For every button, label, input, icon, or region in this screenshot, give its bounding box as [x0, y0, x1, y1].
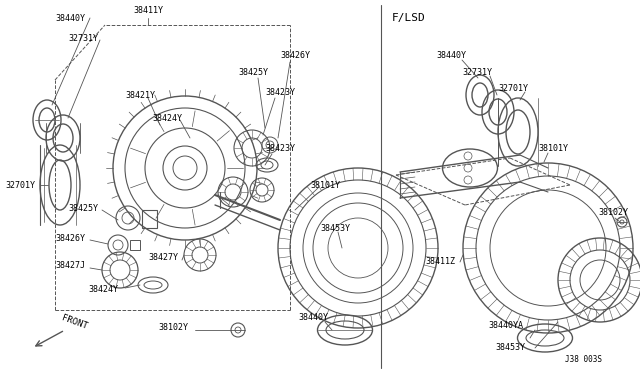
Text: 38423Y: 38423Y	[265, 87, 295, 96]
Text: 38424Y: 38424Y	[152, 113, 182, 122]
Text: 38102Y: 38102Y	[158, 324, 188, 333]
Text: 38101Y: 38101Y	[538, 144, 568, 153]
Text: 38411Y: 38411Y	[133, 6, 163, 15]
Bar	[142, 210, 157, 228]
Text: 32731Y: 32731Y	[68, 33, 98, 42]
Text: 38453Y: 38453Y	[320, 224, 350, 232]
Text: 38411Z: 38411Z	[425, 257, 455, 266]
Text: 38424Y: 38424Y	[88, 285, 118, 295]
Text: 38423Y: 38423Y	[265, 144, 295, 153]
Text: 38440YA: 38440YA	[488, 321, 523, 330]
Text: J38 003S: J38 003S	[565, 356, 602, 365]
Text: 38453Y: 38453Y	[495, 343, 525, 353]
Text: 38427Y: 38427Y	[148, 253, 178, 263]
Text: 32701Y: 32701Y	[498, 83, 528, 93]
Bar	[130, 240, 140, 250]
Text: 38425Y: 38425Y	[238, 67, 268, 77]
Text: 38426Y: 38426Y	[280, 51, 310, 60]
Text: 38440Y: 38440Y	[55, 13, 85, 22]
Text: 32701Y: 32701Y	[5, 180, 35, 189]
Text: FRONT: FRONT	[60, 313, 88, 331]
Text: 32731Y: 32731Y	[462, 67, 492, 77]
Text: 38440Y: 38440Y	[298, 314, 328, 323]
Text: 38427J: 38427J	[55, 260, 85, 269]
Text: 38102Y: 38102Y	[598, 208, 628, 217]
Text: F/LSD: F/LSD	[392, 13, 426, 23]
Text: 38440Y: 38440Y	[436, 51, 466, 60]
Text: 38101Y: 38101Y	[310, 180, 340, 189]
Text: 38426Y: 38426Y	[55, 234, 85, 243]
Text: 38421Y: 38421Y	[125, 90, 155, 99]
Text: 38425Y: 38425Y	[68, 203, 98, 212]
